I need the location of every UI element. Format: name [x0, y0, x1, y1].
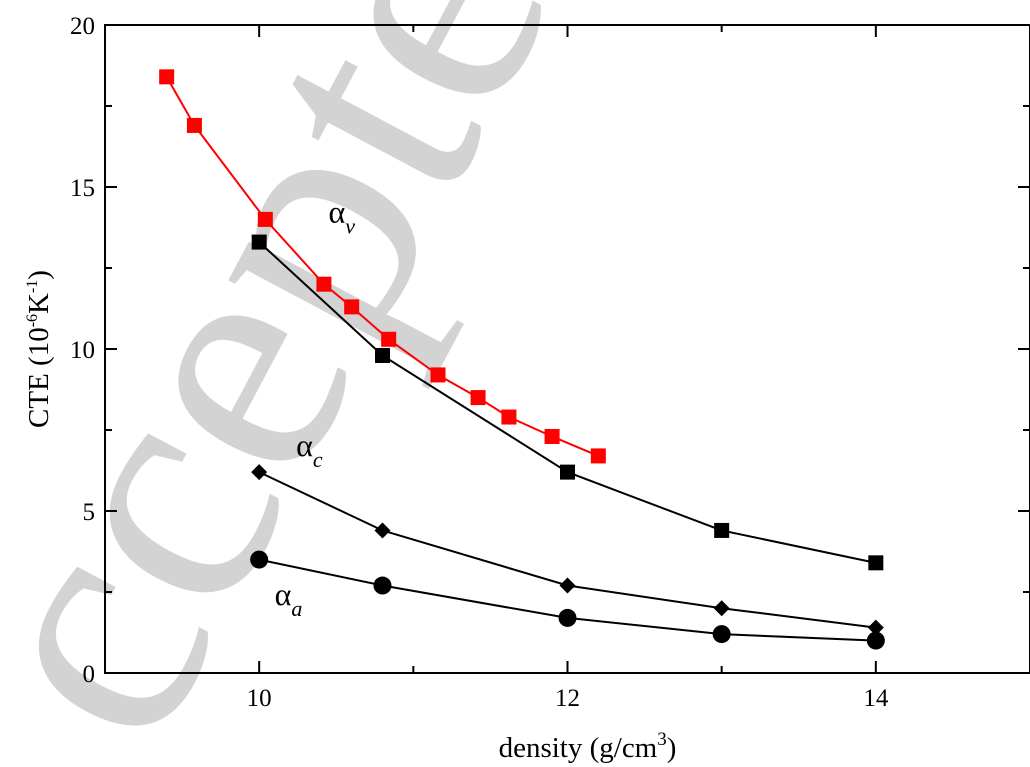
- data-point: [251, 464, 268, 481]
- series-2: [251, 464, 884, 636]
- data-point: [381, 331, 397, 347]
- data-point: [560, 464, 575, 480]
- series-label-alpha-v: αv: [329, 194, 356, 239]
- series-3: [250, 550, 885, 650]
- data-point: [714, 522, 730, 538]
- x-axis-title: density (g/cm3): [499, 729, 677, 764]
- axes: 10 12 14 0 5 10 15 20 density (g/cm3) CTE (10-6K-…: [23, 13, 1030, 764]
- data-point: [186, 117, 202, 133]
- data-point: [344, 299, 360, 315]
- series-1: [251, 234, 884, 571]
- data-point: [159, 69, 175, 85]
- data-point: [251, 234, 267, 250]
- data-point: [712, 625, 731, 644]
- data-point: [470, 390, 486, 406]
- x-tick-label: 10: [247, 685, 272, 712]
- data-point: [713, 600, 730, 617]
- series-label-alpha-a: αa: [275, 576, 303, 621]
- data-point: [374, 522, 391, 539]
- data-point: [558, 608, 577, 627]
- watermark: ccepted M: [0, 0, 885, 767]
- data-point: [866, 631, 885, 650]
- data-point: [373, 576, 392, 595]
- data-point: [375, 347, 390, 363]
- y-tick-label: 10: [70, 337, 95, 364]
- x-tick-label: 14: [863, 685, 889, 712]
- data-point: [257, 211, 273, 227]
- data-point: [501, 409, 517, 425]
- labels-layer: αv αc αa: [275, 194, 356, 621]
- series-line: [258, 558, 876, 642]
- series-layer: [159, 69, 885, 650]
- data-point: [590, 448, 606, 464]
- y-tick-label: 20: [70, 13, 95, 40]
- data-point: [544, 428, 560, 444]
- data-point: [316, 276, 332, 292]
- y-tick-label: 5: [83, 499, 96, 526]
- y-tick-label: 15: [70, 175, 95, 202]
- data-point: [430, 367, 446, 383]
- x-tick-label: 12: [555, 685, 580, 712]
- data-point: [250, 550, 269, 569]
- data-point: [868, 555, 884, 571]
- data-point: [867, 619, 884, 636]
- y-tick-label: 0: [83, 661, 96, 688]
- series-0: [159, 69, 606, 464]
- data-point: [559, 577, 576, 594]
- series-label-alpha-c: αc: [296, 427, 323, 472]
- y-axis-title: CTE (10-6K-1): [23, 270, 55, 428]
